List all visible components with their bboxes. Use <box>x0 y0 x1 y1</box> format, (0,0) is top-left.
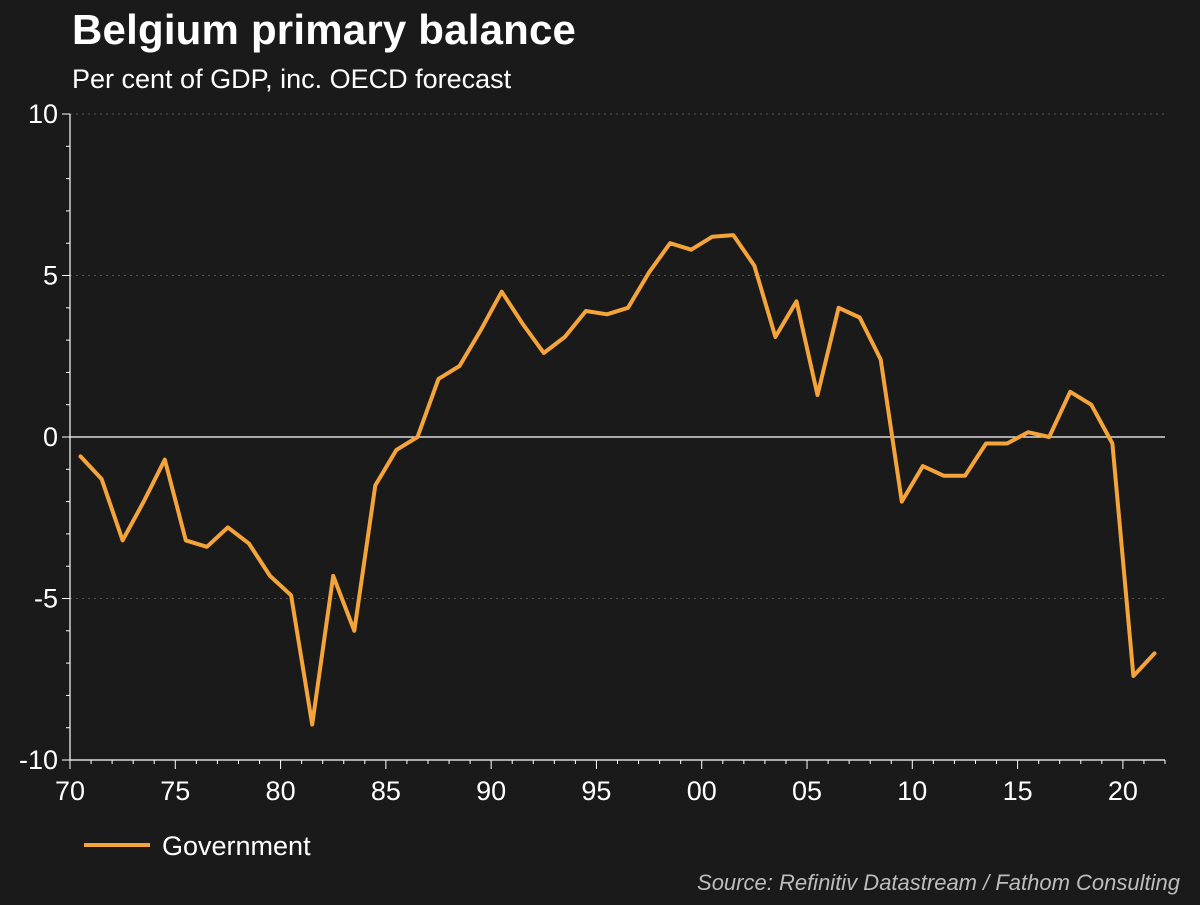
x-tick-label: 85 <box>371 776 401 806</box>
y-tick-label: -10 <box>19 745 58 775</box>
y-tick-label: 10 <box>28 99 58 129</box>
chart-title: Belgium primary balance <box>72 6 577 53</box>
x-tick-label: 95 <box>581 776 611 806</box>
x-tick-label: 75 <box>160 776 190 806</box>
x-tick-label: 15 <box>1003 776 1033 806</box>
legend-label-government: Government <box>162 831 311 861</box>
x-tick-label: 90 <box>476 776 506 806</box>
chart-subtitle: Per cent of GDP, inc. OECD forecast <box>72 64 512 94</box>
source-note: Source: Refinitiv Datastream / Fathom Co… <box>697 870 1180 895</box>
x-tick-label: 10 <box>897 776 927 806</box>
x-tick-label: 00 <box>687 776 717 806</box>
x-tick-label: 80 <box>266 776 296 806</box>
series-line-government <box>78 233 1157 727</box>
y-tick-label: -5 <box>34 584 58 614</box>
y-tick-label: 0 <box>43 422 58 452</box>
x-tick-label: 20 <box>1108 776 1138 806</box>
x-tick-label: 05 <box>792 776 822 806</box>
y-tick-label: 5 <box>43 261 58 291</box>
x-tick-label: 70 <box>55 776 85 806</box>
